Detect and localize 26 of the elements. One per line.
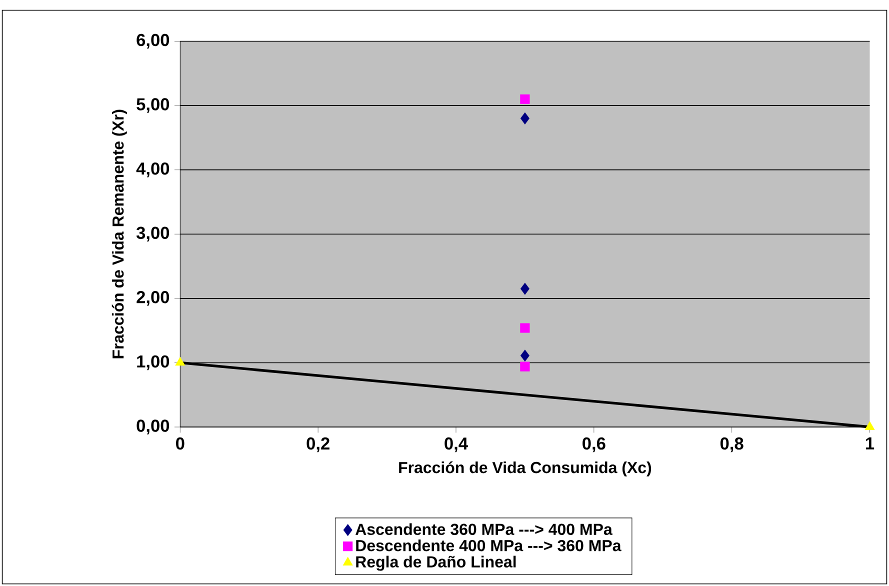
point bbox=[864, 421, 875, 430]
point bbox=[175, 357, 186, 366]
x-tick-label: 0,2 bbox=[306, 437, 330, 452]
x-tick-label: 0,8 bbox=[720, 437, 744, 452]
y-axis-title: Fracción de Vida Remanente (Xr) bbox=[112, 110, 127, 358]
point bbox=[520, 350, 530, 362]
point bbox=[520, 323, 530, 333]
y-tick-label: 5,00 bbox=[136, 98, 170, 113]
x-axis-title: Fracción de Vida Consumida (Xc) bbox=[399, 461, 652, 476]
y-tick-label: 3,00 bbox=[136, 226, 170, 242]
y-tick-label: 2,00 bbox=[136, 290, 170, 306]
x-tick-label: 0 bbox=[176, 437, 184, 450]
x-tick-label: 1 bbox=[866, 437, 874, 450]
point bbox=[520, 94, 530, 104]
legend-label: Regla de Daño Lineal bbox=[356, 556, 516, 571]
y-tick-label: 4,00 bbox=[136, 162, 170, 178]
x-tick-label: 0,4 bbox=[444, 437, 468, 452]
point bbox=[520, 362, 530, 372]
y-tick-label: 6,00 bbox=[136, 34, 170, 49]
legend-label: Ascendente 360 MPa ---> 400 MPa bbox=[356, 523, 612, 535]
point bbox=[520, 112, 530, 124]
legend-label: Descendente 400 MPa ---> 360 MPa bbox=[356, 539, 622, 552]
x-tick-label: 0,6 bbox=[582, 437, 606, 452]
y-tick-label: 0,00 bbox=[136, 420, 170, 434]
y-tick-label: 1,00 bbox=[137, 355, 170, 370]
point bbox=[520, 282, 530, 295]
